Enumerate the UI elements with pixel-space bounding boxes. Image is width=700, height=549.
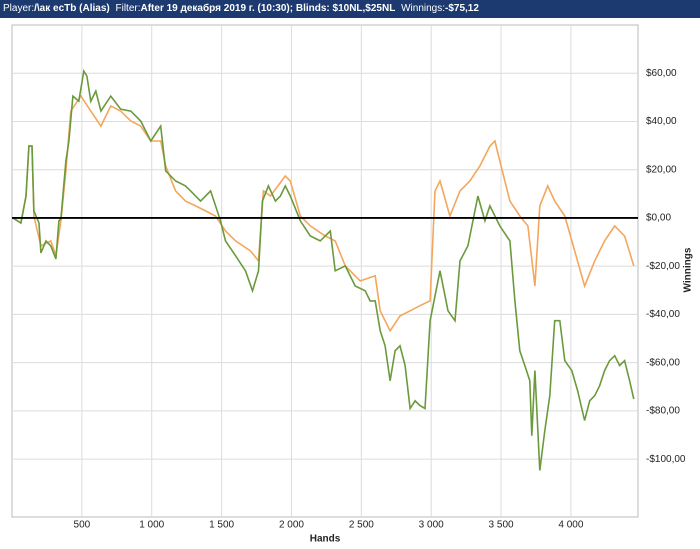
filter: After 19 декабря 2019 г. (10:30); Blinds… <box>140 3 396 14</box>
y-tick-label: -$40,00 <box>646 309 680 320</box>
x-tick-label: 2 500 <box>349 520 374 531</box>
player-label: Player: <box>3 3 35 14</box>
y-tick-label: $0,00 <box>646 213 671 224</box>
x-tick-label: 1 000 <box>139 520 164 531</box>
winnings-label: Winnings: <box>401 3 446 14</box>
winnings: -$75,12 <box>445 3 479 14</box>
plot-area <box>11 24 639 518</box>
x-tick-label: 4 000 <box>558 520 583 531</box>
y-tick-label: -$20,00 <box>646 261 680 272</box>
series-line <box>12 68 635 471</box>
title-bar: Player:/\ак ecTb (Alias) Filter:After 19… <box>0 0 700 18</box>
y-tick-label: $60,00 <box>646 68 677 79</box>
y-tick-label: $20,00 <box>646 164 677 175</box>
x-tick-label: 2 000 <box>279 520 304 531</box>
y-axis-label: Winnings <box>683 247 694 292</box>
y-tick-label: -$100,00 <box>646 454 686 465</box>
y-tick-label: $40,00 <box>646 116 677 127</box>
y-tick-label: -$60,00 <box>646 357 680 368</box>
filter-label: Filter: <box>115 3 141 14</box>
x-axis-label: Hands <box>310 534 341 545</box>
x-tick-label: 500 <box>74 520 91 531</box>
x-tick-label: 1 500 <box>209 520 234 531</box>
x-tick-label: 3 500 <box>489 520 514 531</box>
x-tick-label: 3 000 <box>419 520 444 531</box>
y-tick-label: -$80,00 <box>646 406 680 417</box>
player: /\ак ecTb (Alias) <box>34 3 110 14</box>
